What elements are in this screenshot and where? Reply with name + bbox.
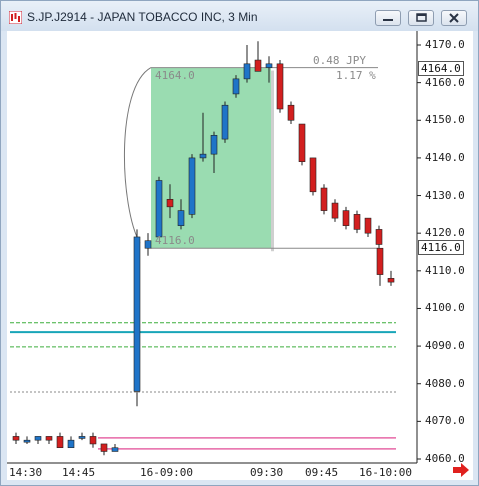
- price-tick-label: 4100.0: [425, 301, 465, 315]
- candle-body: [23, 439, 31, 443]
- price-tick-label: 4090.0: [425, 339, 465, 353]
- time-label-1000: 16-10:00: [359, 466, 412, 479]
- time-label-1445: 14:45: [62, 466, 96, 479]
- close-icon: [449, 13, 459, 23]
- price-tick-label: 4150.0: [425, 113, 465, 127]
- price-tag-low: 4116.0: [418, 240, 464, 255]
- price-tick-label: 4110.0: [425, 263, 465, 277]
- candle-body: [254, 59, 262, 72]
- price-tick-label: 4070.0: [425, 414, 465, 428]
- candle-body: [265, 63, 273, 68]
- measure-low-label: 4116.0: [155, 234, 195, 247]
- time-label-0945: 09:45: [305, 466, 339, 479]
- measure-connector-curve: [123, 67, 152, 244]
- restore-button[interactable]: [408, 10, 434, 26]
- measure-box: [151, 67, 271, 249]
- candle-body: [342, 210, 350, 226]
- candle-body: [353, 214, 361, 230]
- restore-icon: [416, 13, 427, 22]
- candle-body: [298, 123, 306, 162]
- measure-pct-label: 1.17 %: [336, 69, 376, 82]
- close-button[interactable]: [441, 10, 467, 26]
- candle-body: [12, 436, 20, 441]
- candle-body: [78, 436, 86, 439]
- candle-body: [34, 436, 42, 441]
- window-title: S.JP.J2914 - JAPAN TOBACCO INC, 3 Min: [27, 10, 258, 24]
- price-tick-label: 4060.0: [425, 452, 465, 465]
- price-tick-label: 4120.0: [425, 226, 465, 240]
- minimize-icon: [383, 19, 393, 21]
- time-label-1430: 14:30: [9, 466, 43, 479]
- candle-body: [188, 157, 196, 215]
- candle-body: [45, 436, 53, 441]
- candle-body: [166, 199, 174, 208]
- candle-body: [210, 135, 218, 155]
- price-tick-label: 4130.0: [425, 188, 465, 202]
- price-tick-label: 4140.0: [425, 150, 465, 164]
- candle-body: [387, 278, 395, 283]
- candle-body: [375, 229, 383, 245]
- candle-body: [243, 63, 251, 80]
- title-bar[interactable]: S.JP.J2914 - JAPAN TOBACCO INC, 3 Min: [1, 1, 478, 31]
- candle-body: [133, 236, 141, 392]
- price-tick-label: 4080.0: [425, 376, 465, 390]
- candle-body: [100, 443, 108, 452]
- scroll-right-arrow-icon[interactable]: [452, 463, 470, 477]
- candle-body: [89, 436, 97, 445]
- measure-change-label: 0.48 JPY: [313, 54, 366, 67]
- candle-body: [111, 447, 119, 452]
- candle-body: [331, 202, 339, 219]
- candle-body: [287, 104, 295, 121]
- candle-body: [144, 240, 152, 249]
- candle-body: [232, 78, 240, 95]
- minimize-button[interactable]: [375, 10, 401, 26]
- candle-body: [309, 157, 317, 193]
- candle-body: [155, 180, 163, 238]
- candle-body: [67, 439, 75, 449]
- time-label-0900: 16-09:00: [140, 466, 193, 479]
- price-tick-label: 4160.0: [425, 75, 465, 89]
- candle-body: [376, 247, 384, 275]
- candle-body: [56, 436, 64, 449]
- measure-high-label: 4164.0: [155, 69, 195, 82]
- candle-body: [364, 217, 372, 234]
- chart-app-icon: [9, 11, 22, 24]
- candle-body: [177, 210, 185, 226]
- candle-body: [199, 153, 207, 159]
- time-label-0930: 09:30: [250, 466, 284, 479]
- candle-body: [221, 104, 229, 140]
- measure-box-shadow: [271, 70, 274, 252]
- candle-body: [320, 187, 328, 211]
- candle-body: [276, 63, 284, 110]
- price-tick-label: 4170.0: [425, 38, 465, 51]
- price-tag-high: 4164.0: [418, 61, 464, 76]
